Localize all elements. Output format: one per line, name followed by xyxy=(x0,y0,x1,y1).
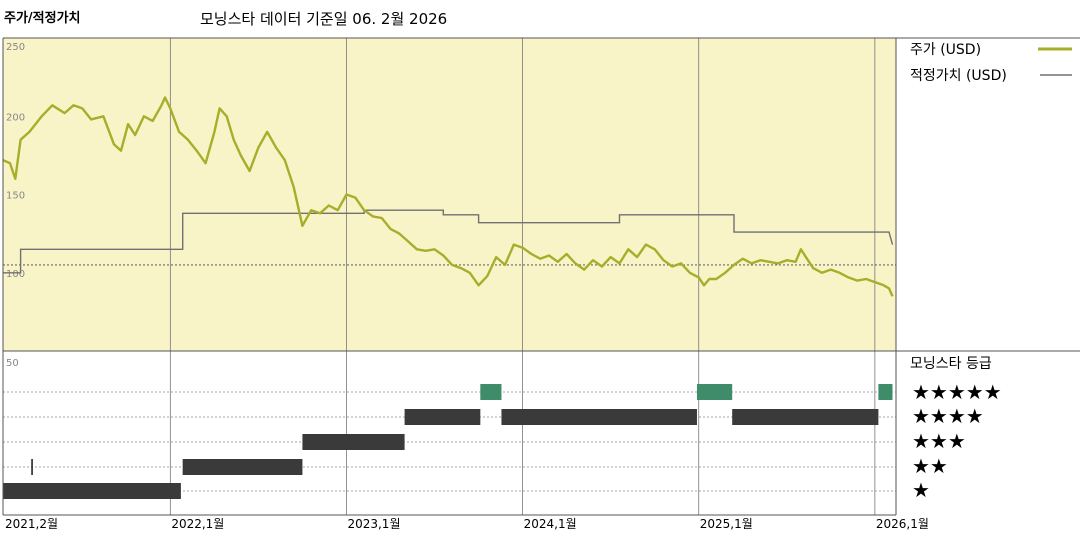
x-tick-label: 2022,1월 xyxy=(171,517,224,531)
price-panel xyxy=(3,38,896,351)
x-tick-label: 2026,1월 xyxy=(876,517,929,531)
rating-row-5-stars: ★★★★★ xyxy=(912,380,1002,404)
rating-layer xyxy=(3,384,893,499)
y-tick-label: 200 xyxy=(6,112,25,123)
rating-bar-4-stars xyxy=(404,409,481,425)
rating-row-2-stars: ★★ xyxy=(912,454,948,478)
rating-bar-3-stars xyxy=(302,434,405,450)
rating-title: 모닝스타 등급 xyxy=(910,356,992,372)
price-layer xyxy=(2,96,894,297)
rating-bar-1-stars xyxy=(3,483,181,499)
rating-bar-2-stars xyxy=(31,459,33,475)
rating-row-3-stars: ★★★ xyxy=(912,429,966,453)
x-tick-label: 2021,2월 xyxy=(5,517,58,531)
chart-subtitle: 모닝스타 데이터 기준일 06. 2월 2026 xyxy=(200,10,447,28)
x-tick-label: 2023,1월 xyxy=(347,517,400,531)
chart-title: 주가/적정가치 xyxy=(4,10,81,26)
y-tick-label: 150 xyxy=(6,191,25,202)
rating-bar-5-stars xyxy=(480,384,502,400)
fair-value-line xyxy=(3,209,894,274)
rating-bar-4-stars xyxy=(501,409,697,425)
legend-price-label: 주가 (USD) xyxy=(910,42,981,58)
y-tick-label: 250 xyxy=(6,42,25,53)
rating-bar-2-stars xyxy=(182,459,303,475)
price-line xyxy=(2,96,894,297)
rating-row-4-stars: ★★★★ xyxy=(912,404,984,428)
legend-fair-label: 적정가치 (USD) xyxy=(910,68,1007,84)
price-y-tick-layer: 250 200 150 100 50 xyxy=(6,42,25,369)
fair-value-layer xyxy=(3,209,894,274)
x-tick-label: 2024,1월 xyxy=(524,517,577,531)
rating-bar-5-stars xyxy=(878,384,893,400)
x-tick-label: 2025,1월 xyxy=(700,517,753,531)
rating-bar-4-stars xyxy=(732,409,879,425)
grid-layer xyxy=(3,38,896,515)
x-tick-layer: 2021,2월 2022,1월 2023,1월 2024,1월 2025,1월 2026,… xyxy=(5,517,929,531)
rating-axis-tick-label: 50 xyxy=(6,358,19,369)
y-tick-label: 100 xyxy=(6,269,25,280)
rating-row-1-star: ★ xyxy=(912,478,930,502)
rating-bar-5-stars xyxy=(696,384,733,400)
